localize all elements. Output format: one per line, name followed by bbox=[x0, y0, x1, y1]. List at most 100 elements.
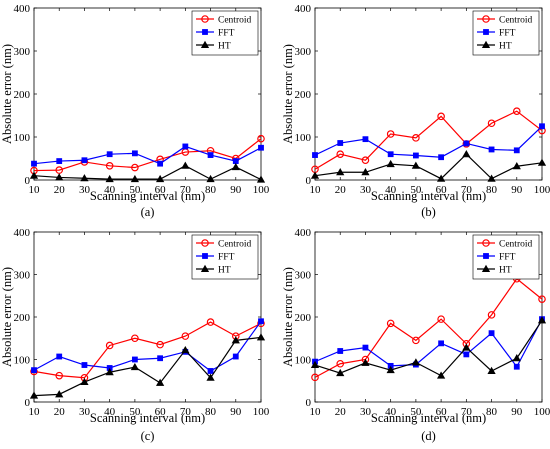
legend-marker bbox=[481, 264, 491, 273]
data-point bbox=[232, 353, 239, 360]
y-tick-label: 300 bbox=[14, 46, 31, 58]
data-point bbox=[513, 363, 520, 370]
data-point bbox=[437, 315, 445, 323]
data-point bbox=[513, 147, 520, 154]
data-point bbox=[512, 354, 521, 362]
panel-label: (d) bbox=[421, 429, 436, 443]
data-point bbox=[463, 140, 470, 147]
data-point bbox=[412, 134, 420, 142]
data-point bbox=[29, 391, 39, 399]
x-tick-label: 80 bbox=[205, 184, 217, 196]
legend-entry: Centroid bbox=[499, 240, 532, 250]
legend-marker bbox=[483, 29, 489, 35]
data-point bbox=[537, 158, 547, 166]
y-tick-label: 0 bbox=[306, 397, 312, 409]
series-ht bbox=[29, 161, 266, 183]
data-point bbox=[31, 160, 37, 167]
y-tick-label: 100 bbox=[295, 132, 312, 144]
x-tick-label: 50 bbox=[410, 184, 422, 196]
data-point bbox=[512, 162, 521, 170]
x-tick-label: 100 bbox=[253, 184, 270, 196]
data-point bbox=[362, 136, 369, 143]
data-point bbox=[436, 174, 446, 182]
data-point bbox=[131, 356, 138, 363]
y-tick-label: 200 bbox=[14, 312, 31, 324]
data-point bbox=[512, 107, 521, 116]
series-centroid bbox=[30, 318, 265, 382]
data-point bbox=[182, 143, 189, 150]
data-point bbox=[336, 359, 345, 368]
data-point bbox=[258, 318, 264, 325]
y-tick-label: 0 bbox=[25, 175, 31, 187]
data-point bbox=[55, 390, 64, 398]
y-tick-label: 400 bbox=[14, 227, 31, 239]
data-point bbox=[231, 162, 240, 171]
data-point bbox=[386, 319, 395, 328]
y-tick-label: 300 bbox=[295, 46, 312, 58]
data-point bbox=[436, 371, 446, 379]
legend-marker bbox=[482, 15, 490, 23]
data-point bbox=[105, 341, 114, 350]
y-tick-label: 200 bbox=[295, 89, 312, 101]
data-point bbox=[80, 377, 89, 386]
data-point bbox=[155, 378, 165, 386]
data-point bbox=[387, 151, 394, 158]
chart-panel-d: 10 20 30 40 50 60 70 80 90 100 0 100 200 300 400 Scanni… bbox=[281, 227, 550, 443]
data-point bbox=[336, 168, 345, 176]
y-axis-label: Absolute error (nm) bbox=[281, 44, 295, 144]
legend-entry: HT bbox=[218, 266, 231, 276]
data-point bbox=[131, 334, 139, 343]
x-tick-label: 60 bbox=[155, 184, 167, 196]
x-tick-label: 40 bbox=[104, 406, 116, 418]
data-point bbox=[411, 161, 421, 169]
data-point bbox=[81, 157, 88, 164]
series-line bbox=[314, 320, 543, 377]
y-tick-label: 200 bbox=[295, 312, 312, 324]
legend-marker bbox=[200, 40, 210, 49]
legend-entry: FFT bbox=[499, 29, 516, 39]
legend: Centroid FFT HT bbox=[191, 234, 259, 280]
data-point bbox=[463, 351, 470, 358]
legend-entry: HT bbox=[499, 42, 512, 52]
data-point bbox=[438, 340, 445, 347]
x-tick-label: 100 bbox=[534, 406, 550, 418]
x-tick-label: 40 bbox=[104, 184, 116, 196]
x-tick-label: 10 bbox=[310, 184, 322, 196]
data-point bbox=[206, 174, 215, 183]
data-point bbox=[206, 318, 215, 326]
data-point bbox=[81, 362, 88, 368]
data-point bbox=[256, 175, 266, 183]
data-point bbox=[538, 295, 546, 303]
x-tick-label: 60 bbox=[436, 406, 448, 418]
data-point bbox=[361, 156, 370, 165]
x-tick-label: 30 bbox=[79, 184, 91, 196]
data-point bbox=[386, 130, 395, 138]
series-ht bbox=[29, 333, 266, 399]
x-tick-label: 90 bbox=[511, 406, 523, 418]
x-tick-label: 40 bbox=[385, 184, 397, 196]
x-tick-label: 50 bbox=[410, 406, 422, 418]
legend-entry: HT bbox=[218, 42, 231, 52]
x-tick-label: 80 bbox=[486, 406, 498, 418]
data-point bbox=[362, 344, 369, 351]
data-point bbox=[105, 174, 114, 183]
data-point bbox=[257, 134, 265, 143]
series-line bbox=[314, 125, 543, 158]
series-line bbox=[314, 277, 543, 378]
x-tick-label: 90 bbox=[511, 184, 523, 196]
data-point bbox=[487, 366, 496, 374]
data-point bbox=[157, 160, 164, 167]
data-point bbox=[207, 152, 214, 158]
legend: Centroid FFT HT bbox=[472, 10, 540, 56]
data-point bbox=[181, 345, 190, 354]
data-point bbox=[131, 163, 139, 172]
data-point bbox=[336, 150, 345, 159]
legend-entry: FFT bbox=[218, 253, 235, 263]
panel-label: (b) bbox=[421, 205, 436, 219]
data-point bbox=[55, 173, 64, 181]
chart-panel-c: 10 20 30 40 50 60 70 80 90 100 0 100 200 300 400 Scanni… bbox=[0, 227, 270, 443]
x-tick-label: 60 bbox=[436, 184, 448, 196]
x-tick-label: 70 bbox=[461, 184, 473, 196]
data-point bbox=[462, 149, 471, 158]
